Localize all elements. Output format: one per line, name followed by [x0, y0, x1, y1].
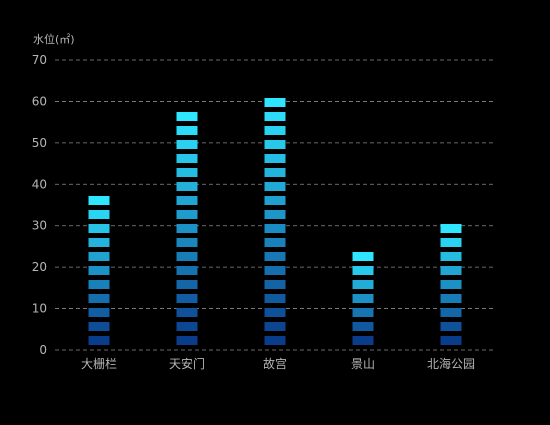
- bar-segment: [176, 294, 198, 303]
- bar-segment: [264, 224, 286, 233]
- y-tick-label: 40: [32, 177, 47, 191]
- bar-segment: [264, 196, 286, 205]
- x-axis-labels: 大栅栏 天安门 故宫 景山 北海公园: [81, 356, 475, 371]
- y-tick-label: 50: [32, 136, 47, 150]
- bar-segment: [440, 238, 462, 247]
- x-tick-label: 故宫: [263, 356, 287, 371]
- bar-segment: [88, 224, 110, 233]
- bar-segment: [264, 322, 286, 331]
- bar-segment: [352, 336, 374, 345]
- bar-segment: [88, 336, 110, 345]
- bar-segment: [176, 126, 198, 135]
- bar-3: [264, 98, 286, 345]
- y-tick-label: 20: [32, 260, 47, 274]
- bar-segment: [264, 182, 286, 191]
- bar-segment: [176, 196, 198, 205]
- bar-segment: [264, 154, 286, 163]
- bar-segment: [176, 224, 198, 233]
- bar-segment: [176, 154, 198, 163]
- bar-segment: [176, 322, 198, 331]
- bar-segment: [88, 308, 110, 317]
- bar-segment: [176, 182, 198, 191]
- bar-segment: [440, 308, 462, 317]
- bar-segment: [88, 280, 110, 289]
- bars: [88, 98, 462, 345]
- y-tick-label: 0: [39, 343, 47, 357]
- x-tick-label: 北海公园: [427, 356, 475, 371]
- bar-segment: [176, 168, 198, 177]
- bar-segment: [264, 280, 286, 289]
- bar-segment: [88, 210, 110, 219]
- y-tick-label: 30: [32, 219, 47, 233]
- bar-segment: [352, 266, 374, 275]
- bar-segment: [88, 196, 110, 205]
- bar-segment: [88, 266, 110, 275]
- bar-1: [88, 196, 110, 345]
- bar-segment: [264, 140, 286, 149]
- bar-segment: [176, 238, 198, 247]
- bar-segment: [88, 322, 110, 331]
- bar-segment: [264, 112, 286, 121]
- bar-segment: [352, 252, 374, 261]
- bar-segment: [176, 336, 198, 345]
- y-axis-ticks: 0 10 20 30 40 50 60 70: [32, 53, 47, 357]
- bar-segment: [264, 238, 286, 247]
- bar-segment: [176, 266, 198, 275]
- y-tick-label: 10: [32, 302, 47, 316]
- x-tick-label: 大栅栏: [81, 356, 117, 371]
- bar-segment: [176, 210, 198, 219]
- bar-segment: [176, 252, 198, 261]
- bar-segment: [264, 308, 286, 317]
- bar-segment: [440, 280, 462, 289]
- bar-segment: [264, 294, 286, 303]
- bar-segment: [352, 322, 374, 331]
- bar-5: [440, 224, 462, 345]
- bar-segment: [88, 252, 110, 261]
- y-tick-label: 60: [32, 94, 47, 108]
- bar-segment: [88, 238, 110, 247]
- bar-segment: [264, 266, 286, 275]
- y-tick-label: 70: [32, 53, 47, 67]
- bar-segment: [352, 308, 374, 317]
- x-tick-label: 景山: [351, 357, 375, 371]
- x-tick-label: 天安门: [169, 356, 205, 371]
- bar-segment: [352, 294, 374, 303]
- bar-segment: [176, 140, 198, 149]
- bar-segment: [440, 294, 462, 303]
- bar-segment: [440, 322, 462, 331]
- bar-segment: [264, 336, 286, 345]
- y-axis-title: 水位(㎡): [33, 32, 75, 46]
- bar-segment: [264, 252, 286, 261]
- bar-segment: [440, 252, 462, 261]
- bar-4: [352, 252, 374, 345]
- bar-segment: [440, 224, 462, 233]
- bar-segment: [88, 294, 110, 303]
- bar-segment: [352, 280, 374, 289]
- bar-segment: [176, 308, 198, 317]
- bar-2: [176, 112, 198, 345]
- bar-segment: [264, 98, 286, 107]
- bar-segment: [440, 336, 462, 345]
- bar-segment: [264, 126, 286, 135]
- bar-segment: [440, 266, 462, 275]
- bar-segment: [176, 112, 198, 121]
- bar-segment: [264, 168, 286, 177]
- bar-segment: [264, 210, 286, 219]
- bar-segment: [176, 280, 198, 289]
